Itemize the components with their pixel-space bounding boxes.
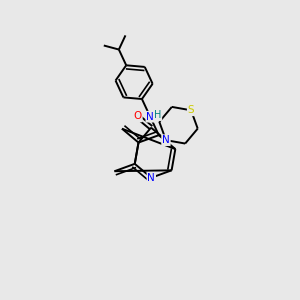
Text: S: S [188,105,194,115]
Text: O: O [134,111,142,122]
Text: N: N [147,173,155,183]
Text: H: H [154,110,161,120]
Text: N: N [146,112,154,122]
Text: N: N [162,135,170,145]
